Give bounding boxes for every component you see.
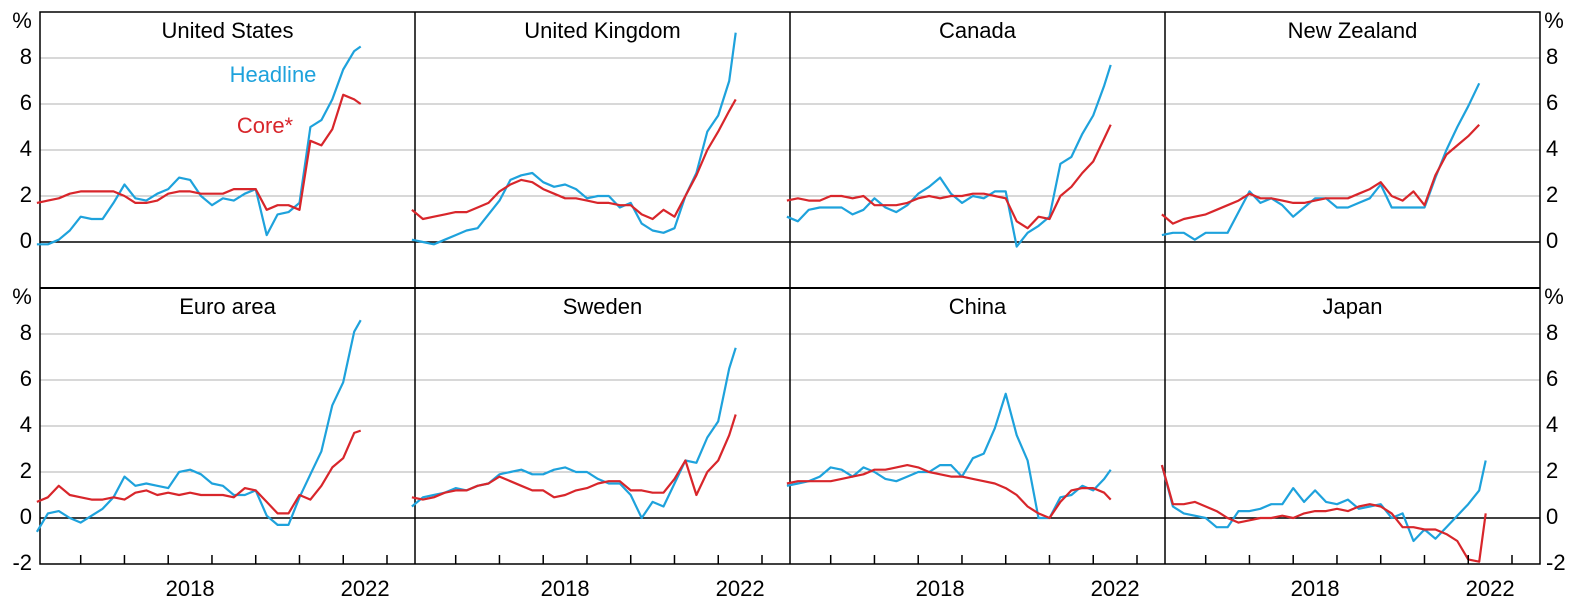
legend-label: Core* (237, 113, 294, 138)
panel-title: United Kingdom (524, 18, 681, 43)
panel-title: Japan (1323, 294, 1383, 319)
y-tick-label: 6 (20, 366, 32, 391)
y-tick-label: 2 (20, 458, 32, 483)
y-tick-label: 6 (1546, 366, 1558, 391)
y-tick-label: 4 (20, 412, 32, 437)
x-tick-label: 2018 (166, 576, 215, 601)
panel-title: Canada (939, 18, 1017, 43)
y-axis-unit: % (1544, 284, 1564, 309)
y-tick-label: 8 (20, 320, 32, 345)
y-tick-label: 6 (1546, 90, 1558, 115)
series-line (1160, 464, 1487, 563)
series-line (36, 45, 362, 246)
panel-title: New Zealand (1288, 18, 1418, 43)
y-tick-label: -2 (1546, 550, 1566, 575)
y-tick-label: 0 (20, 228, 32, 253)
y-tick-label: 8 (1546, 320, 1558, 345)
y-tick-label: 0 (20, 504, 32, 529)
panel-title: Sweden (563, 294, 643, 319)
series-line (786, 464, 1112, 520)
series-line (36, 93, 362, 211)
y-tick-label: 8 (1546, 44, 1558, 69)
series-line (36, 429, 362, 515)
series-line (786, 392, 1112, 520)
y-tick-label: 4 (20, 136, 32, 161)
series-line (786, 64, 1112, 248)
x-tick-label: 2022 (341, 576, 390, 601)
y-tick-label: 6 (20, 90, 32, 115)
legend-label: Headline (230, 62, 317, 87)
x-tick-label: 2018 (541, 576, 590, 601)
x-tick-label: 2018 (1291, 576, 1340, 601)
panel-title: Euro area (179, 294, 276, 319)
y-tick-label: -2 (12, 550, 32, 575)
panel-title: United States (161, 18, 293, 43)
y-tick-label: 2 (1546, 182, 1558, 207)
y-tick-label: 0 (1546, 228, 1558, 253)
y-tick-label: 2 (1546, 458, 1558, 483)
y-axis-unit: % (12, 284, 32, 309)
series-line (35, 319, 362, 533)
series-line (786, 124, 1112, 230)
series-line (411, 414, 737, 501)
x-tick-label: 2022 (716, 576, 765, 601)
y-tick-label: 8 (20, 44, 32, 69)
y-tick-label: 4 (1546, 136, 1558, 161)
y-axis-unit: % (12, 8, 32, 33)
y-tick-label: 2 (20, 182, 32, 207)
x-tick-label: 2022 (1466, 576, 1515, 601)
x-tick-label: 2022 (1091, 576, 1140, 601)
y-tick-label: 4 (1546, 412, 1558, 437)
y-axis-unit: % (1544, 8, 1564, 33)
panel-title: China (949, 294, 1007, 319)
series-line (1161, 82, 1481, 241)
series-line (1160, 460, 1487, 543)
x-tick-label: 2018 (916, 576, 965, 601)
series-line (1161, 123, 1480, 225)
series-line (411, 98, 737, 221)
y-tick-label: 0 (1546, 504, 1558, 529)
